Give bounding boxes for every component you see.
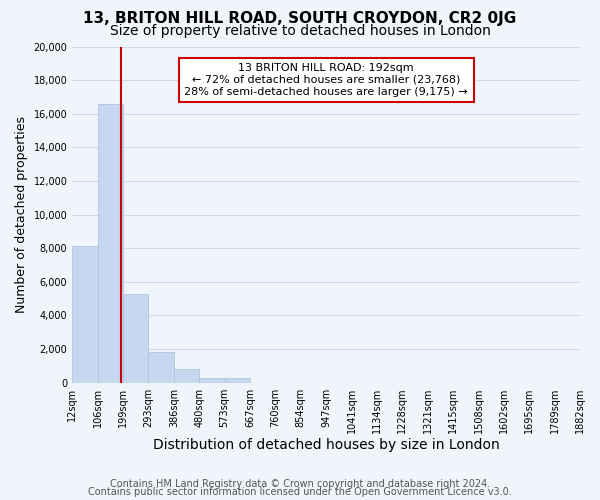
Text: Contains HM Land Registry data © Crown copyright and database right 2024.: Contains HM Land Registry data © Crown c… (110, 479, 490, 489)
Text: 13 BRITON HILL ROAD: 192sqm
← 72% of detached houses are smaller (23,768)
28% of: 13 BRITON HILL ROAD: 192sqm ← 72% of det… (184, 64, 468, 96)
Bar (123, 294, 148, 382)
Bar (174, 369, 199, 382)
Bar (72, 246, 98, 382)
Y-axis label: Number of detached properties: Number of detached properties (15, 116, 28, 313)
X-axis label: Distribution of detached houses by size in London: Distribution of detached houses by size … (153, 438, 500, 452)
Bar (224, 378, 250, 382)
Text: Size of property relative to detached houses in London: Size of property relative to detached ho… (110, 24, 490, 38)
Text: 13, BRITON HILL ROAD, SOUTH CROYDON, CR2 0JG: 13, BRITON HILL ROAD, SOUTH CROYDON, CR2… (83, 12, 517, 26)
Bar (98, 104, 123, 382)
Bar (148, 352, 174, 382)
Bar (199, 378, 224, 382)
Text: Contains public sector information licensed under the Open Government Licence v3: Contains public sector information licen… (88, 487, 512, 497)
